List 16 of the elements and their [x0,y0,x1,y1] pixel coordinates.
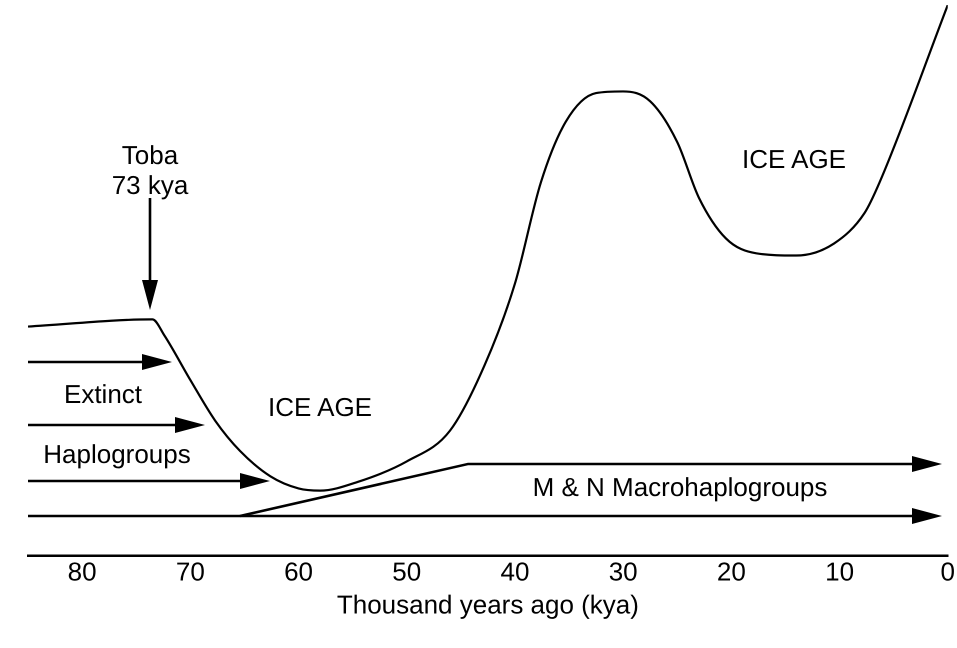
annotation: Extinct [64,379,142,409]
x-tick-label: 10 [825,556,854,586]
x-tick-label: 60 [284,556,313,586]
annotation: M & N Macrohaplogroups [532,472,828,502]
annotation: ICE AGE [742,144,846,174]
annotation: Toba 73 kya [112,140,188,200]
annotation: ICE AGE [268,392,372,422]
x-axis-title: Thousand years ago (kya) [336,590,639,620]
x-tick-label: 50 [392,556,422,586]
x-tick-label: 70 [176,556,205,586]
x-tick-label: 20 [716,556,746,586]
x-tick-label: 30 [608,556,638,586]
annotation: Haplogroups [43,439,191,469]
x-tick-label: 0 [940,556,956,586]
x-tick-label: 40 [500,556,530,586]
x-tick-label: 80 [68,556,97,586]
